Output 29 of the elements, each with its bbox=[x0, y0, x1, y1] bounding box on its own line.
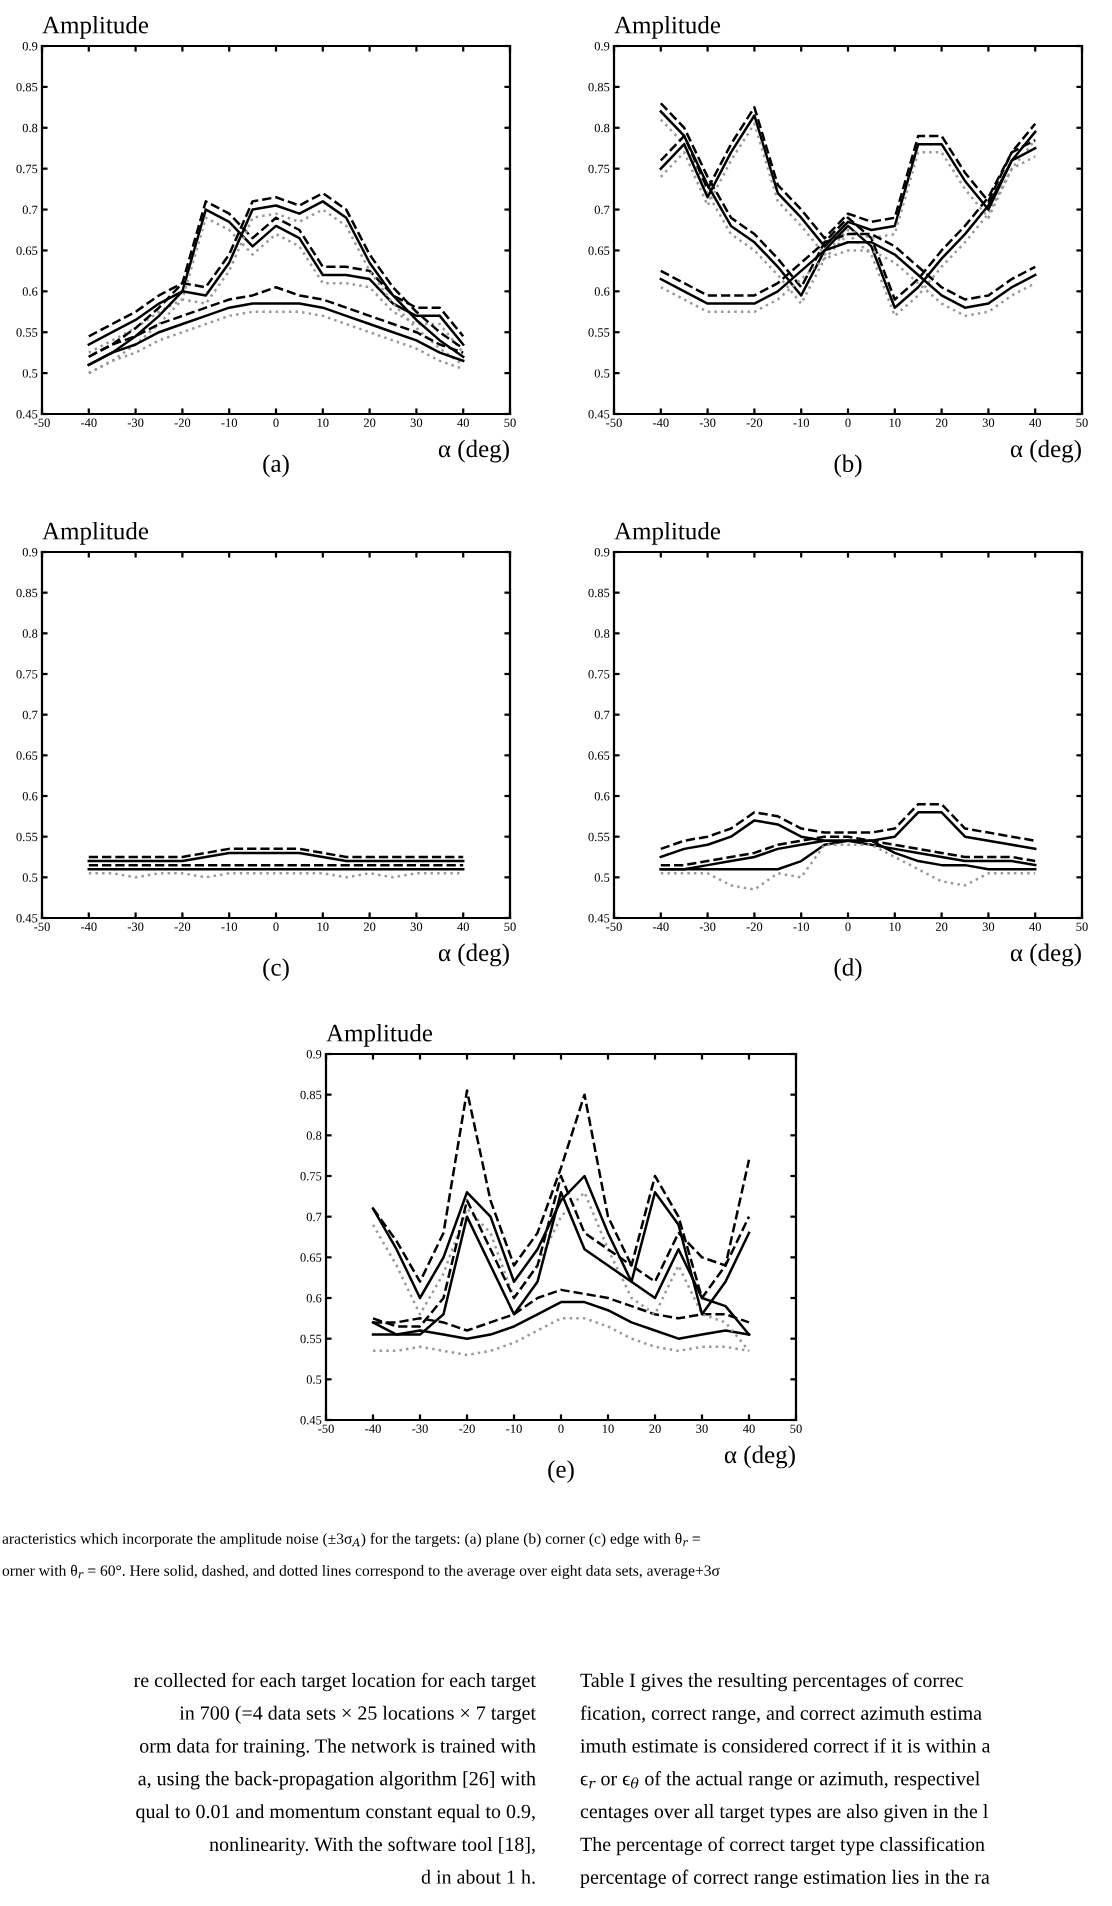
chart-title: Amplitude bbox=[614, 522, 721, 545]
text: in 700 (=4 data sets × 25 locations × 7 target bbox=[179, 1705, 536, 1724]
text: centages over all target types are also given in the l bbox=[580, 1804, 988, 1823]
text: imuth estimate is considered correct if it is within a bbox=[580, 1738, 991, 1753]
x-axis-title: α (deg) bbox=[438, 943, 509, 967]
text: fication, correct range, and correct azimuth estima bbox=[580, 1705, 982, 1724]
x-axis-title: α (deg) bbox=[724, 1445, 795, 1469]
x-axis-title: α (deg) bbox=[1010, 439, 1081, 463]
chart-title: Amplitude bbox=[42, 522, 149, 545]
text: The percentage of correct target type classification bbox=[580, 1836, 985, 1856]
x-axis-title: α (deg) bbox=[1010, 943, 1081, 967]
text: d in about 1 h. bbox=[421, 1869, 535, 1884]
text: re collected for each target location for each target bbox=[133, 1672, 536, 1692]
text: (d) bbox=[834, 958, 862, 981]
text: nonlinearity. With the software tool [18], bbox=[209, 1836, 535, 1856]
x-axis-title: α (deg) bbox=[438, 439, 509, 463]
text: (b) bbox=[834, 454, 862, 478]
text: orm data for training. The network is trained with bbox=[140, 1738, 536, 1757]
text: a, using the back-propagation algorithm [26] with bbox=[138, 1771, 536, 1790]
text: ϵ$_{r}$ or ϵ$_{θ}$ of the actual range or azimuth, respectivel bbox=[580, 1771, 980, 1790]
chart-title: Amplitude bbox=[614, 15, 721, 39]
text: (e) bbox=[548, 1460, 574, 1483]
chart-title: Amplitude bbox=[326, 1024, 433, 1047]
text: percentage of correct range estimation lies in the ra bbox=[580, 1869, 990, 1888]
chart-title: Amplitude bbox=[42, 15, 149, 39]
text: (a) bbox=[263, 454, 289, 478]
text: (c) bbox=[263, 958, 289, 981]
text: Table I gives the resulting percentages of correc bbox=[580, 1672, 963, 1692]
text: qual to 0.01 and momentum constant equal to 0.9, bbox=[136, 1804, 535, 1823]
